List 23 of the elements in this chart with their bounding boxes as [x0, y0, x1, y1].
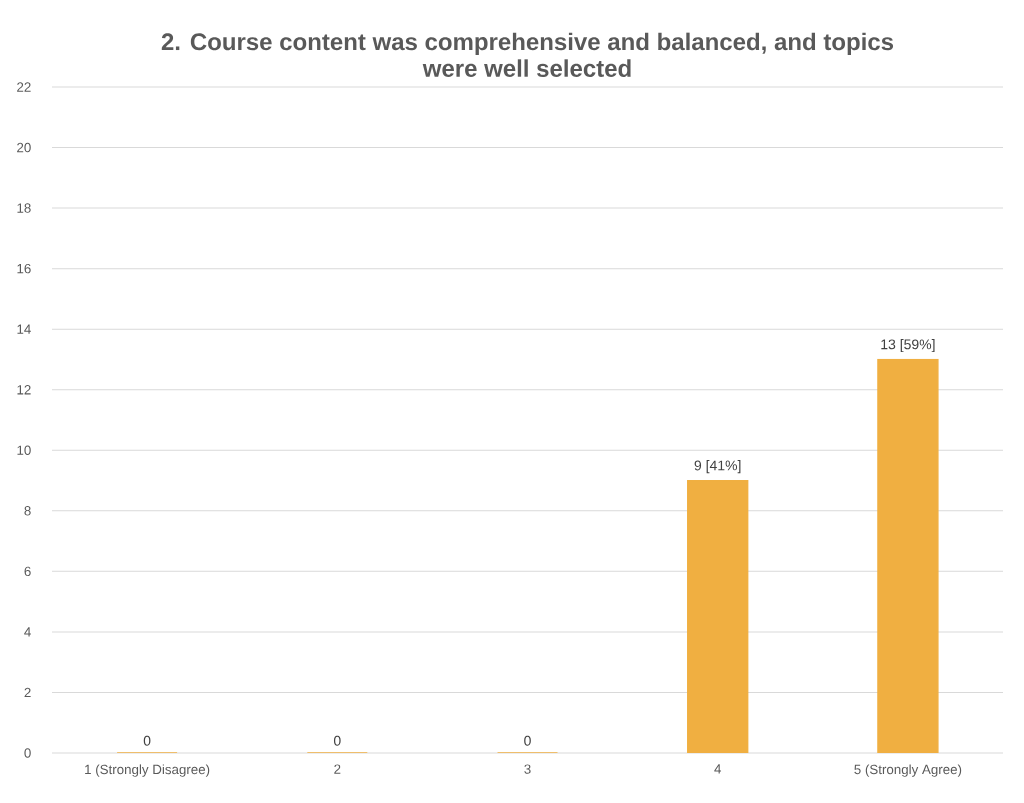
y-tick-label: 0: [24, 748, 31, 758]
x-tick-label: 2: [334, 764, 341, 774]
y-tick-label: 6: [24, 566, 31, 577]
x-tick-label: 4: [714, 764, 722, 774]
chart-title: 2. Course content was comprehensive and balanced, and topics were well selected: [161, 32, 894, 77]
data-label: 0: [333, 735, 341, 746]
data-label: 0: [524, 735, 531, 746]
y-tick-label: 4: [24, 627, 31, 637]
y-tick-label: 22: [17, 82, 31, 92]
y-tick-label: 16: [17, 263, 31, 274]
data-label: 9 [41%]: [694, 460, 741, 474]
y-tick-label: 18: [17, 203, 31, 213]
y-tick-label: 10: [17, 445, 31, 455]
y-tick-label: 14: [17, 324, 31, 334]
data-label: 13 [59%]: [881, 339, 935, 353]
y-tick-label: 20: [17, 142, 31, 153]
data-label: 0: [143, 735, 151, 746]
y-tick-label: 2: [24, 687, 31, 698]
x-tick-label: 5 (Strongly Agree): [854, 764, 962, 777]
x-tick-label: 3: [524, 764, 531, 774]
y-tick-label: 8: [24, 506, 31, 516]
x-tick-label: 1 (Strongly Disagree): [85, 764, 210, 777]
y-tick-label: 12: [17, 385, 31, 395]
